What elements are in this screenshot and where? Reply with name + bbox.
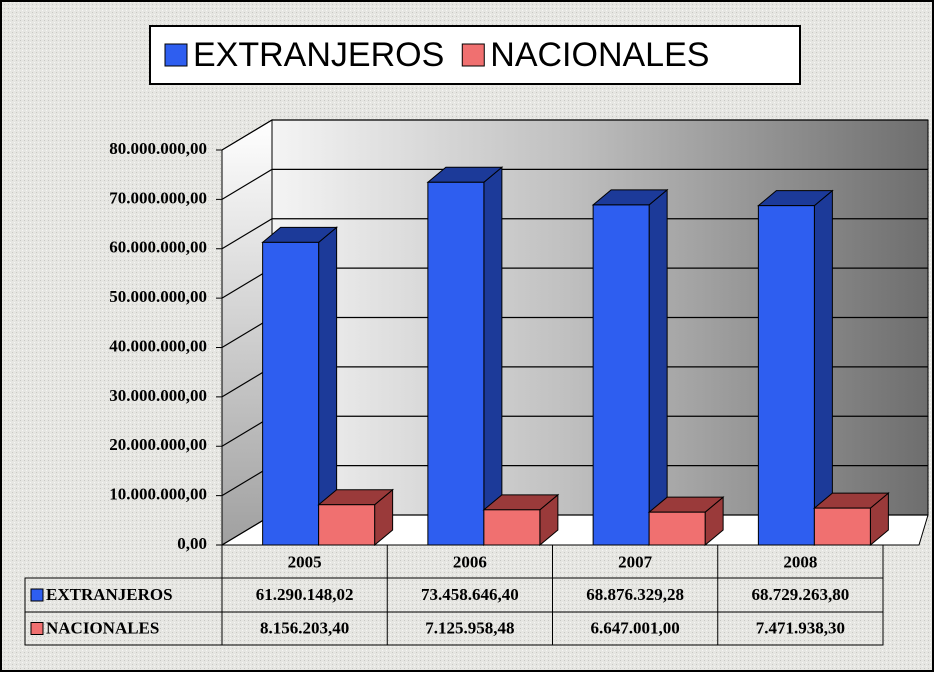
- table-value: 73.458.646,40: [421, 585, 519, 604]
- table-value: 68.876.329,28: [586, 585, 684, 604]
- legend: EXTRANJEROS NACIONALES: [164, 36, 709, 74]
- bar-front: [648, 511, 706, 546]
- x-tick-label: 2006: [453, 552, 487, 571]
- y-tick-label: 60.000.000,00: [109, 238, 207, 257]
- bar: [261, 226, 339, 547]
- bar-front: [427, 181, 485, 546]
- bar-front: [757, 205, 815, 546]
- bar-front: [483, 509, 541, 546]
- table-legend-key: [30, 588, 44, 602]
- bar-front: [262, 241, 320, 546]
- bar-front: [592, 204, 650, 546]
- y-tick-label: 0,00: [177, 534, 207, 553]
- bar-side: [483, 166, 503, 547]
- table-value: 7.125.958,48: [425, 618, 514, 637]
- x-tick-label: 2005: [288, 552, 322, 571]
- legend-key: [461, 43, 485, 67]
- grid-line: [221, 119, 928, 151]
- y-tick-label: 20.000.000,00: [109, 435, 207, 454]
- x-tick-label: 2008: [783, 552, 817, 571]
- legend-key: [164, 43, 188, 67]
- legend-label: NACIONALES: [490, 36, 709, 74]
- grid-line: [221, 218, 928, 250]
- bar: [317, 488, 395, 547]
- legend-box: [149, 25, 801, 85]
- table-row-label: NACIONALES: [46, 618, 159, 637]
- bar: [591, 188, 669, 547]
- table-row-label: EXTRANJEROS: [46, 585, 173, 604]
- bar: [482, 493, 560, 547]
- bar-front: [318, 504, 376, 546]
- y-tick-label: 70.000.000,00: [109, 188, 207, 207]
- plot-area: 0,00 10.000.000,00 20.000.000,00 30.000.000…: [109, 119, 929, 553]
- bar: [647, 496, 725, 547]
- table-value: 61.290.148,02: [256, 585, 354, 604]
- bar-front: [813, 507, 871, 546]
- y-tick-label: 10.000.000,00: [109, 485, 207, 504]
- table-value: 6.647.001,00: [591, 618, 680, 637]
- bar-side: [648, 188, 668, 547]
- bar-side: [813, 189, 833, 547]
- table-value: 68.729.263,80: [752, 585, 850, 604]
- y-tick-label: 80.000.000,00: [109, 139, 207, 158]
- y-tick-label: 40.000.000,00: [109, 336, 207, 355]
- table-value: 8.156.203,40: [260, 618, 349, 637]
- bar: [812, 492, 890, 547]
- y-tick-label: 50.000.000,00: [109, 287, 207, 306]
- table-value: 7.471.938,30: [756, 618, 845, 637]
- data-table: 2005 61.290.148,02 8.156.203,40 2006 73.458.…: [24, 544, 884, 646]
- legend-label: EXTRANJEROS: [193, 36, 444, 74]
- x-tick-label: 2007: [618, 552, 653, 571]
- bar: [756, 189, 834, 547]
- bar: [426, 166, 504, 547]
- y-tick-label: 30.000.000,00: [109, 386, 207, 405]
- table-legend-key: [30, 622, 44, 635]
- grid-line: [221, 168, 928, 200]
